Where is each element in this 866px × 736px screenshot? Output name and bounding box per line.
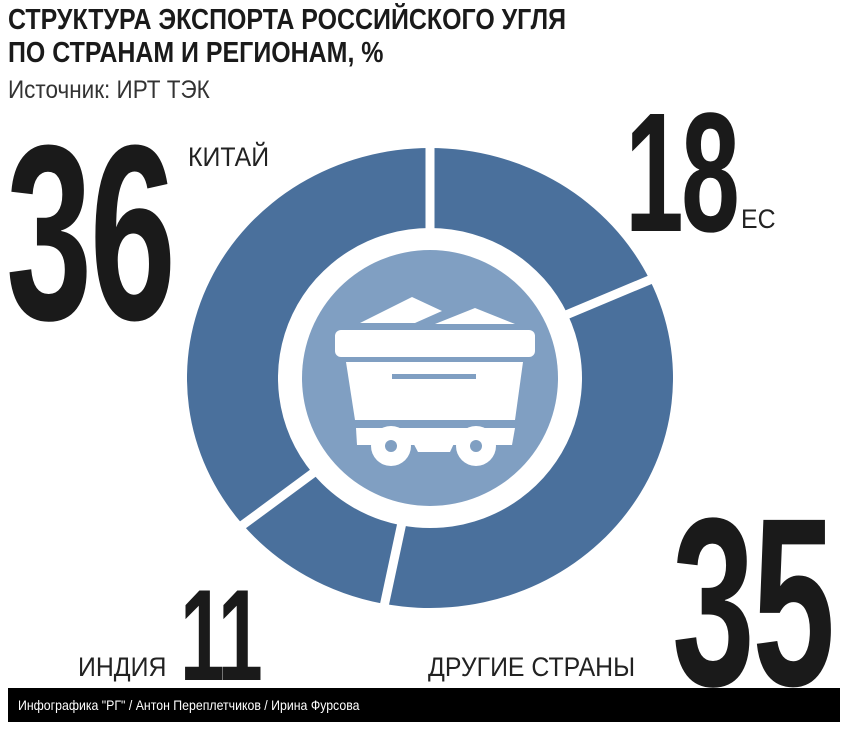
donut-slice-2 bbox=[242, 473, 402, 604]
value-india: 11 bbox=[180, 562, 263, 708]
chart-source: Источник: ИРТ ТЭК bbox=[8, 76, 210, 104]
slice-separator bbox=[561, 273, 657, 321]
mine-cart-with-coal-icon bbox=[335, 297, 535, 466]
label-other: ДРУГИЕ СТРАНЫ bbox=[428, 652, 636, 682]
slice-separator bbox=[236, 466, 320, 532]
title-line-1: СТРУКТУРА ЭКСПОРТА РОССИЙСКОГО УГЛЯ bbox=[8, 4, 567, 36]
credits-text: Инфографика "РГ" / Антон Переплетчиков /… bbox=[18, 697, 360, 713]
value-china: 36 bbox=[6, 93, 176, 372]
value-eu: 18 bbox=[625, 78, 740, 268]
value-other: 35 bbox=[672, 468, 835, 736]
label-china: КИТАЙ bbox=[188, 142, 270, 172]
slice-separator bbox=[379, 519, 407, 610]
title-line-2: ПО СТРАНАМ И РЕГИОНАМ, % bbox=[8, 37, 384, 69]
label-india: ИНДИЯ bbox=[78, 652, 167, 682]
chart-title: СТРУКТУРА ЭКСПОРТА РОССИЙСКОГО УГЛЯ ПО С… bbox=[8, 4, 566, 70]
label-eu: ЕС bbox=[741, 204, 776, 234]
donut-slice-3 bbox=[187, 148, 430, 525]
donut-slice-1 bbox=[384, 280, 673, 608]
donut-slice-0 bbox=[430, 148, 650, 315]
credits-footer: Инфографика "РГ" / Антон Переплетчиков /… bbox=[8, 688, 840, 722]
